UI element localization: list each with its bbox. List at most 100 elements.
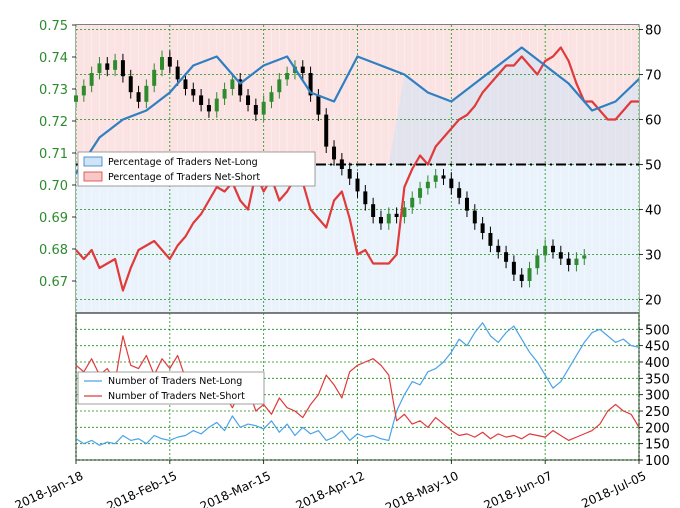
legend-label-net-long-count: Number of Traders Net-Long xyxy=(108,376,242,387)
right-tick-label-bottom: 150 xyxy=(645,438,670,453)
left-tick-label: 0.68 xyxy=(39,243,68,258)
net-long-percentage-line xyxy=(75,46,640,175)
left-tick-label: 0.75 xyxy=(39,19,68,34)
net-short-count-line xyxy=(75,335,640,441)
bottom-legend: Number of Traders Net-Long Number of Tra… xyxy=(77,371,265,405)
count-series xyxy=(75,322,640,446)
candle-body xyxy=(472,210,477,224)
candle-body xyxy=(230,79,235,89)
candle-body xyxy=(425,181,430,189)
candle-body xyxy=(441,175,446,179)
right-tick-label-bottom: 350 xyxy=(645,372,670,387)
right-tick-label-top: 70 xyxy=(645,69,662,84)
candle-body xyxy=(206,105,211,112)
candle-body xyxy=(386,213,391,224)
net-short-percentage-line xyxy=(75,46,639,292)
candle-body xyxy=(81,85,86,96)
percentage-series xyxy=(75,46,640,292)
candle-body xyxy=(464,197,469,211)
candle-body xyxy=(261,101,266,115)
right-tick-label-top: 30 xyxy=(645,249,662,264)
right-tick-label-top: 20 xyxy=(645,294,662,309)
candle-body xyxy=(371,204,376,217)
candle-body xyxy=(496,245,501,253)
candle-body xyxy=(519,274,524,281)
left-tick-label: 0.71 xyxy=(39,147,68,162)
right-tick-label-bottom: 100 xyxy=(645,454,670,469)
candle-body xyxy=(183,79,188,89)
candle-body xyxy=(253,105,258,115)
candle-body xyxy=(277,79,282,93)
candle-body xyxy=(355,178,360,192)
left-tick-label: 0.72 xyxy=(39,115,68,130)
right-tick-label-top: 40 xyxy=(645,204,662,219)
left-axis-ticks: 0.75 0.74 0.73 0.72 0.71 0.70 0.69 0.68 0.67 xyxy=(39,19,76,290)
net-long-area-fill xyxy=(388,47,639,165)
top-legend-box xyxy=(77,151,316,187)
candle-body xyxy=(128,76,133,93)
candle-body xyxy=(511,261,516,275)
candle-body xyxy=(316,95,321,115)
candle-body xyxy=(89,73,94,86)
right-tick-label-bottom: 400 xyxy=(645,356,670,371)
candle-body xyxy=(332,146,337,160)
candle-body xyxy=(550,245,555,253)
candle-body xyxy=(418,188,423,198)
candle-body xyxy=(308,73,313,96)
candle-body xyxy=(300,66,305,73)
candle-body xyxy=(527,268,532,281)
left-tick-label: 0.67 xyxy=(39,275,68,290)
candle-body xyxy=(238,79,243,96)
candle-body xyxy=(191,89,196,96)
right-tick-label-top: 80 xyxy=(645,24,662,39)
candle-body xyxy=(167,57,172,67)
right-tick-label-bottom: 250 xyxy=(645,405,670,420)
bottom-legend-box xyxy=(77,371,265,405)
right-tick-label-top: 50 xyxy=(645,159,662,174)
legend-swatch-net-short-pct xyxy=(83,171,103,182)
candle-body xyxy=(402,207,407,217)
candle-body xyxy=(324,114,329,147)
right-axis-ticks-top: 80 70 60 50 40 30 20 xyxy=(639,24,662,309)
candle-body xyxy=(378,217,383,224)
candle-body xyxy=(105,63,110,70)
candle-body xyxy=(199,95,204,105)
candle-body xyxy=(339,159,344,169)
top-panel: 0.75 0.74 0.73 0.72 0.71 0.70 0.69 0.68 0.67 80 7… xyxy=(39,19,662,314)
candle-body xyxy=(480,223,485,233)
sentiment-shading xyxy=(75,25,640,313)
right-tick-label-top: 60 xyxy=(645,114,662,129)
legend-label-net-short-pct: Percentage of Traders Net-Short xyxy=(108,172,260,183)
left-tick-label: 0.70 xyxy=(39,179,68,194)
left-tick-label: 0.69 xyxy=(39,211,68,226)
candle-body xyxy=(363,191,368,205)
candle-body xyxy=(566,258,571,265)
candle-body xyxy=(120,60,125,77)
candle-body xyxy=(160,57,165,70)
legend-label-net-short-count: Number of Traders Net-Short xyxy=(108,391,245,402)
candle-body xyxy=(574,258,579,265)
candle-body xyxy=(152,69,157,86)
candle-body xyxy=(214,98,219,112)
net-long-count-line xyxy=(75,322,640,446)
right-tick-label-bottom: 500 xyxy=(645,323,670,338)
net-long-shade-late xyxy=(396,164,639,313)
candle-body xyxy=(113,60,118,70)
candle-body xyxy=(285,73,290,80)
right-tick-label-bottom: 450 xyxy=(645,340,670,355)
bottom-grid xyxy=(75,313,640,461)
candle-body xyxy=(347,169,352,179)
candle-body xyxy=(394,213,399,217)
candle-body xyxy=(449,178,454,189)
candle-body xyxy=(582,255,587,259)
candle-body xyxy=(488,233,493,246)
candle-body xyxy=(558,252,563,259)
candle-body xyxy=(74,95,78,102)
legend-swatch-net-long-pct xyxy=(83,156,103,167)
candle-body xyxy=(97,63,102,73)
candle-body xyxy=(457,188,462,198)
candle-body xyxy=(246,95,251,105)
